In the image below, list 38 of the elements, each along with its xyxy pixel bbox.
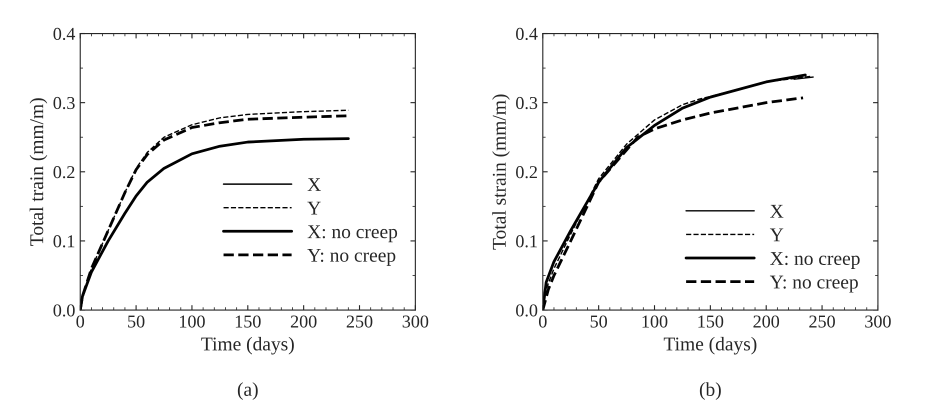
legend-label: X <box>770 204 784 218</box>
legend-label: X: no creep <box>308 225 398 242</box>
y-tick-label: 0.4 <box>516 28 538 40</box>
x-axis-title: Time (days) <box>664 336 756 355</box>
y-tick-label: 0.4 <box>54 28 76 40</box>
x-tick-label: 0 <box>538 315 547 328</box>
x-tick-label: 100 <box>642 315 668 328</box>
x-axis-title: Time (days) <box>201 336 294 355</box>
x-tick-label: 150 <box>698 315 724 328</box>
y-tick-label: 0.3 <box>54 96 75 110</box>
x-tick-label: 250 <box>346 315 372 328</box>
x-tick-label: 300 <box>865 315 891 328</box>
y-tick-label: 0.1 <box>54 235 74 248</box>
x-tick-label: 100 <box>180 315 205 328</box>
x-tick-label: 200 <box>290 315 317 328</box>
y-tick-label: 0.1 <box>516 235 537 248</box>
x-tick-label: 50 <box>128 315 144 328</box>
legend-label: Y: no creep <box>307 248 396 266</box>
y-tick-label: 0.2 <box>54 166 74 178</box>
legend-label: Y: no creep <box>770 276 858 293</box>
x-tick-label: 200 <box>753 315 780 328</box>
text: (a) <box>238 382 258 400</box>
x-tick-label: 250 <box>809 315 835 328</box>
legend-label: X: no creep <box>770 252 860 269</box>
y-axis-title: Total strain (mm/m) <box>492 94 510 250</box>
y-axis-title: Total train (mm/m) <box>30 98 48 246</box>
text: (b) <box>700 382 721 400</box>
legend-label: X <box>308 178 321 191</box>
y-tick-label: 0.2 <box>516 166 537 178</box>
y-tick-label: 0.0 <box>516 304 538 317</box>
x-tick-label: 150 <box>236 315 261 328</box>
legend-label: Y <box>307 202 321 215</box>
y-tick-label: 0.3 <box>516 96 538 110</box>
legend-label: Y <box>770 228 784 242</box>
y-tick-label: 0.0 <box>54 304 75 317</box>
x-tick-label: 300 <box>402 315 428 328</box>
x-tick-label: 50 <box>590 315 607 328</box>
x-tick-label: 0 <box>76 315 84 328</box>
